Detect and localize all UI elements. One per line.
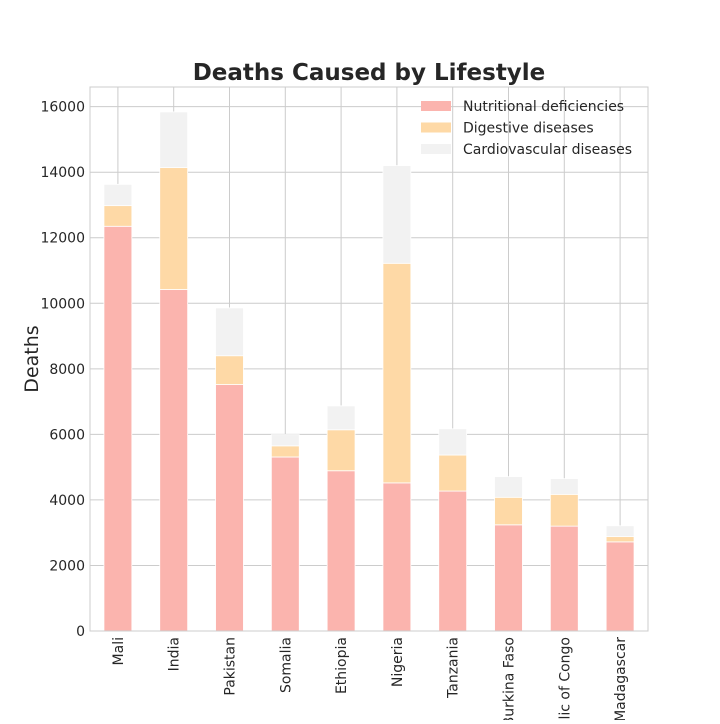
bar-segment [215,307,244,357]
bar-segment [494,524,523,632]
x-tick-label: Nigeria [390,637,406,687]
bar-segment [549,478,579,495]
legend-label: Cardiovascular diseases [463,142,632,158]
bar-segment [438,454,468,492]
legend-label: Nutritional deficiencies [463,99,624,115]
bar-segment [494,496,523,526]
bar-segment [326,405,356,431]
bar-segment [270,434,300,447]
bar-segment [215,384,244,632]
y-tick-label: 12000 [40,231,85,247]
bar-segment [103,225,133,632]
y-tick-label: 0 [76,624,85,640]
bar-segment [549,493,579,527]
bar-segment [549,525,579,632]
bar-segment [103,183,133,207]
x-tick-label: Mali [111,637,127,665]
bar-segment [270,445,300,458]
y-tick-label: 8000 [49,362,85,378]
bar-segment [159,289,189,632]
bar-segment [159,111,189,169]
x-tick-label: Somalia [278,637,294,693]
bars [103,111,635,632]
x-tick-label: Madagascar [613,637,629,720]
legend-swatch [421,122,451,133]
legend-swatch [421,144,451,154]
x-tick-label: blic of Congo [557,637,573,720]
bar-segment [605,536,635,543]
bar-segment [605,525,635,538]
y-tick-label: 16000 [40,100,85,116]
x-tick-label: Pakistan [223,637,239,696]
y-tick-label: 14000 [40,165,85,181]
bar-segment [438,490,468,632]
bar-segment [326,470,356,632]
legend: Nutritional deficiencies Digestive diseas… [421,99,632,158]
chart-title: Deaths Caused by Lifestyle [193,60,546,86]
bar-segment [438,428,468,456]
y-axis-label: Deaths [21,325,43,392]
bar-segment [605,541,635,632]
bar-segment [382,165,412,264]
x-tick-label: India [167,637,183,671]
y-tick-label: 4000 [49,493,85,509]
axes: 0 2000 4000 6000 8000 10000 12000 14000 16000 Mal… [40,86,649,724]
bar-segment [159,167,189,290]
bar-segment [103,205,133,227]
legend-label: Digestive diseases [463,121,594,137]
bar-segment [270,456,300,632]
bar-segment [215,355,244,385]
plot-frame [89,86,649,632]
bar-segment [382,482,412,632]
y-tick-label: 10000 [40,296,85,312]
bar-segment [494,476,523,498]
x-tick-label: Burkina Faso [502,637,518,720]
x-tick-label: Tanzania [446,637,462,699]
bar-segment [382,262,412,484]
y-tick-label: 6000 [49,427,85,443]
legend-swatch [421,101,451,111]
x-tick-label: Ethiopia [334,637,350,694]
y-tick-label: 2000 [49,558,85,574]
bar-segment [326,429,356,472]
